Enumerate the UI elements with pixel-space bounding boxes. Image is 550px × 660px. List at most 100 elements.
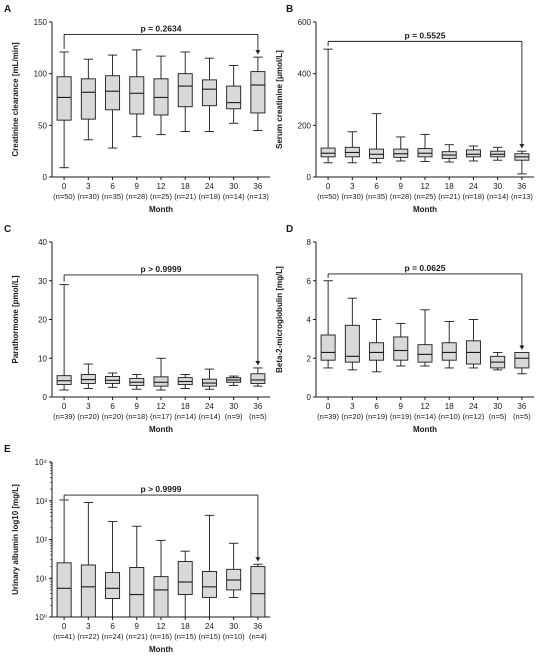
- panel-letter: A: [4, 4, 11, 15]
- sample-size-label: (n=18): [462, 192, 484, 201]
- p-value-label: p = 0.2634: [141, 23, 182, 33]
- sample-size-label: (n=35): [102, 192, 124, 201]
- sample-size-label: (n=5): [249, 412, 267, 421]
- box: [201, 570, 217, 598]
- x-tick-label: 3: [86, 182, 91, 191]
- sample-size-label: (n=16): [150, 632, 172, 641]
- x-tick-label: 3: [86, 402, 91, 411]
- sample-size-label: (n=14): [414, 412, 436, 421]
- box: [105, 75, 121, 111]
- x-tick-label: 30: [493, 402, 502, 411]
- box: [465, 149, 481, 158]
- box: [56, 375, 72, 386]
- box: [177, 561, 193, 595]
- sample-size-label: (n=4): [249, 632, 267, 641]
- x-tick-label: 0: [62, 622, 67, 631]
- x-tick-label: 9: [399, 182, 404, 191]
- box: [250, 566, 266, 618]
- y-tick-label: 100: [34, 70, 48, 79]
- box: [514, 351, 530, 369]
- p-value-label: p = 0.0625: [405, 263, 446, 273]
- p-value-label: p > 0.9999: [141, 484, 182, 494]
- x-tick-label: 24: [205, 622, 214, 631]
- x-tick-label: 9: [135, 402, 140, 411]
- sample-size-label: (n=25): [414, 192, 436, 201]
- x-axis-label: Month: [413, 425, 437, 434]
- y-tick-label: 10¹: [35, 574, 47, 583]
- panel-letter: C: [4, 224, 11, 235]
- sample-size-label: (n=14): [487, 192, 509, 201]
- y-tick-label: 10³: [35, 497, 47, 506]
- box: [129, 566, 145, 618]
- sample-size-label: (n=22): [77, 632, 99, 641]
- sample-size-label: (n=14): [223, 192, 245, 201]
- y-tick-label: 0: [307, 173, 312, 182]
- p-value-label: p > 0.9999: [141, 264, 182, 274]
- sample-size-label: (n=50): [317, 192, 339, 201]
- box: [80, 564, 96, 618]
- sample-size-label: (n=17): [150, 412, 172, 421]
- sample-size-label: (n=28): [390, 192, 412, 201]
- box: [177, 73, 193, 108]
- y-tick-label: 6: [307, 277, 312, 286]
- sample-size-label: (n=9): [225, 412, 243, 421]
- sample-size-label: (n=19): [390, 412, 412, 421]
- box: [250, 71, 266, 114]
- bracket-arrow-head: [255, 557, 261, 562]
- panel-letter: D: [286, 224, 293, 235]
- x-tick-label: 0: [62, 402, 67, 411]
- x-tick-label: 24: [469, 182, 478, 191]
- y-axis-label: Beta-2-microglobulin [mg/L]: [275, 266, 284, 373]
- sample-size-label: (n=14): [174, 412, 196, 421]
- x-tick-label: 30: [229, 622, 238, 631]
- sample-size-label: (n=15): [174, 632, 196, 641]
- y-tick-label: 10⁴: [35, 458, 48, 467]
- sample-size-label: (n=30): [341, 192, 363, 201]
- x-axis-label: Month: [149, 425, 173, 434]
- x-tick-label: 6: [110, 402, 115, 411]
- x-tick-label: 6: [110, 622, 115, 631]
- sample-size-label: (n=12): [462, 412, 484, 421]
- sample-size-label: (n=41): [53, 632, 75, 641]
- x-axis-label: Month: [149, 645, 173, 654]
- x-tick-label: 36: [517, 182, 526, 191]
- sample-size-label: (n=13): [247, 192, 269, 201]
- sample-size-label: (n=21): [126, 632, 148, 641]
- sample-size-label: (n=18): [126, 412, 148, 421]
- x-axis-label: Month: [149, 205, 173, 214]
- y-tick-label: 20: [38, 316, 47, 325]
- box: [153, 576, 169, 618]
- sample-size-label: (n=20): [341, 412, 363, 421]
- box: [129, 76, 145, 115]
- box: [344, 324, 360, 363]
- box: [226, 85, 242, 110]
- box: [153, 376, 169, 387]
- x-tick-label: 18: [445, 182, 454, 191]
- sample-size-label: (n=5): [513, 412, 531, 421]
- y-axis-label: Creatinine clearance [mL/min]: [11, 42, 20, 157]
- x-tick-label: 30: [229, 402, 238, 411]
- x-tick-label: 18: [181, 622, 190, 631]
- x-tick-label: 36: [517, 402, 526, 411]
- y-tick-label: 40: [38, 238, 47, 247]
- x-tick-label: 3: [86, 622, 91, 631]
- bracket-arrow-head: [255, 360, 261, 365]
- x-tick-label: 12: [421, 402, 430, 411]
- sample-size-label: (n=20): [77, 412, 99, 421]
- sample-size-label: (n=10): [223, 632, 245, 641]
- box: [320, 147, 336, 158]
- sample-size-label: (n=39): [53, 412, 75, 421]
- x-tick-label: 36: [253, 402, 262, 411]
- box: [56, 562, 72, 618]
- y-tick-label: 8: [307, 238, 312, 247]
- x-tick-label: 6: [374, 402, 379, 411]
- y-tick-label: 150: [34, 18, 48, 27]
- x-tick-label: 30: [229, 182, 238, 191]
- x-tick-label: 0: [326, 402, 331, 411]
- box: [80, 374, 96, 384]
- y-tick-label: 4: [307, 316, 312, 325]
- x-tick-label: 9: [135, 182, 140, 191]
- sample-size-label: (n=35): [366, 192, 388, 201]
